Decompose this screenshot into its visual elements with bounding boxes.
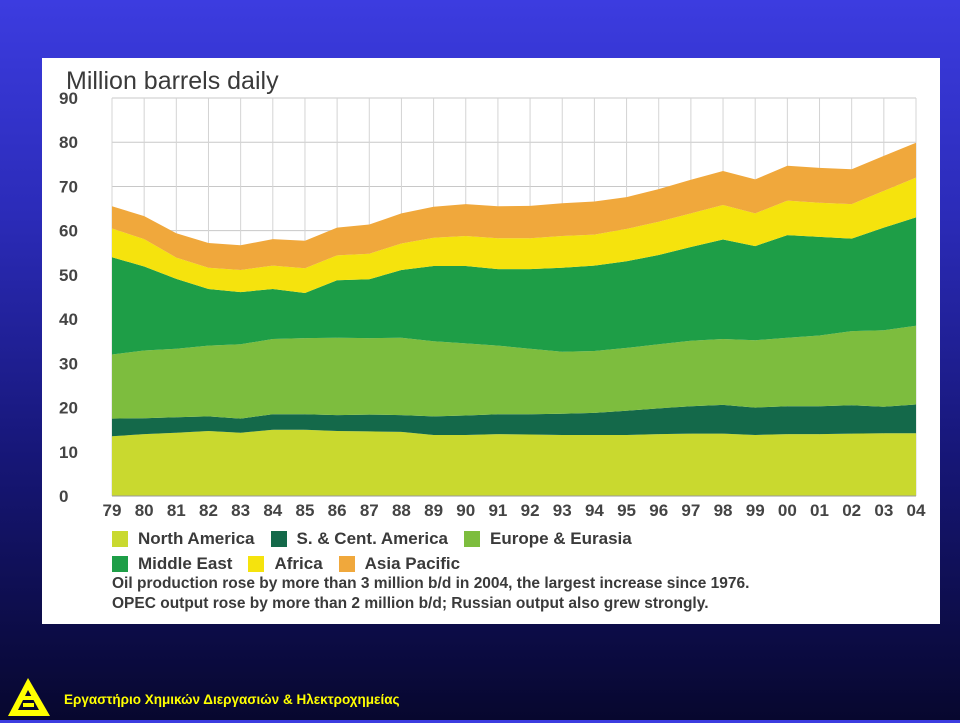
y-tick-label: 50 [59, 266, 78, 285]
x-tick-label: 85 [295, 501, 314, 520]
legend-swatch [338, 555, 355, 572]
legend-label: North America [138, 528, 255, 548]
legend-label: Asia Pacific [364, 553, 461, 573]
area-africa [112, 177, 916, 293]
x-tick-label: 91 [488, 501, 507, 520]
y-tick-label: 30 [59, 354, 78, 373]
area-s-cent-america [112, 404, 916, 437]
x-tick-label: 97 [681, 501, 700, 520]
chart-notes: Oil production rose by more than 3 milli… [112, 574, 932, 614]
legend-swatch [112, 530, 128, 547]
legend-swatch [464, 530, 480, 547]
x-tick-label: 02 [842, 501, 861, 520]
x-tick-label: 86 [328, 501, 347, 520]
legend-item-europe-eurasia: Europe & Eurasia [464, 529, 632, 549]
x-tick-label: 96 [649, 501, 668, 520]
x-tick-label: 83 [231, 501, 250, 520]
legend-label: S. & Cent. America [296, 528, 448, 548]
y-tick-label: 70 [59, 177, 78, 196]
y-tick-label: 10 [59, 443, 78, 462]
x-tick-label: 93 [553, 501, 572, 520]
lab-logo-icon [6, 676, 52, 723]
legend-item-s-cent-america: S. & Cent. America [270, 528, 448, 549]
x-tick-label: 79 [103, 501, 122, 520]
legend-row: Middle East Africa Asia Pacific [112, 551, 932, 576]
x-tick-label: 94 [585, 501, 604, 520]
x-tick-label: 92 [521, 501, 540, 520]
footer-lab-name: Εργαστήριο Χημικών Διεργασιών & Ηλεκτροχ… [64, 692, 400, 707]
x-tick-label: 99 [746, 501, 765, 520]
legend: North America S. & Cent. America Europe … [112, 526, 932, 576]
legend-swatch [248, 555, 265, 572]
x-tick-label: 82 [199, 501, 218, 520]
legend-item-middle-east: Middle East [112, 554, 232, 574]
y-tick-label: 40 [59, 310, 78, 329]
legend-item-north-america: North America [112, 529, 255, 549]
y-tick-label: 60 [59, 222, 78, 241]
x-tick-label: 80 [135, 501, 154, 520]
x-tick-label: 90 [456, 501, 475, 520]
area-middle-east [112, 217, 916, 355]
legend-label: Africa [274, 553, 323, 573]
y-tick-label: 20 [59, 399, 78, 418]
y-tick-label: 80 [59, 133, 78, 152]
x-tick-label: 87 [360, 501, 379, 520]
legend-item-asia-pacific: Asia Pacific [338, 553, 461, 574]
area-series [112, 142, 916, 496]
legend-row: North America S. & Cent. America Europe … [112, 526, 932, 551]
x-tick-label: 98 [714, 501, 733, 520]
footer: Εργαστήριο Χημικών Διεργασιών & Ηλεκτροχ… [0, 672, 960, 720]
legend-label: Middle East [138, 553, 233, 573]
note-line: Oil production rose by more than 3 milli… [112, 575, 750, 592]
y-tick-label: 90 [59, 89, 78, 108]
chart-panel: 0 10 20 30 40 50 60 70 80 90 79 80 81 82 83 84 85 86 87 88 8… [42, 58, 940, 624]
chart-title: Million barrels daily [66, 67, 279, 95]
x-tick-label: 04 [907, 501, 926, 520]
area-europe-eurasia [112, 325, 916, 419]
area-asia-pacific [112, 142, 916, 270]
x-tick-label: 01 [810, 501, 829, 520]
legend-swatch [112, 555, 128, 572]
x-tick-label: 88 [392, 501, 411, 520]
x-tick-label: 00 [778, 501, 797, 520]
legend-item-africa: Africa [248, 553, 323, 574]
y-tick-label: 0 [59, 487, 68, 506]
area-north-america [112, 429, 916, 496]
note-line: OPEC output rose by more than 2 million … [112, 595, 709, 612]
x-tick-label: 81 [167, 501, 186, 520]
legend-label: Europe & Eurasia [490, 528, 632, 548]
x-tick-label: 84 [263, 501, 282, 520]
x-tick-label: 89 [424, 501, 443, 520]
x-tick-label: 95 [617, 501, 636, 520]
x-tick-label: 03 [874, 501, 893, 520]
legend-swatch [270, 530, 287, 547]
